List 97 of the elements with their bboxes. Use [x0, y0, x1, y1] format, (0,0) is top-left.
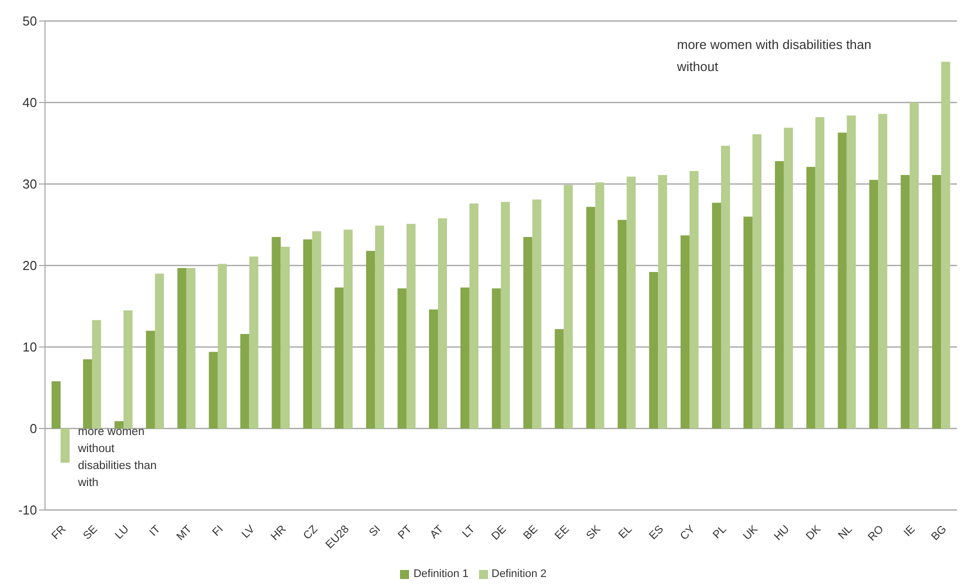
bar	[941, 62, 950, 428]
bar	[690, 170, 699, 428]
x-tick-label: IE	[902, 523, 918, 540]
bar	[932, 175, 942, 428]
x-tick-label: IT	[147, 523, 164, 539]
bar	[460, 288, 470, 428]
x-tick-label: HR	[268, 523, 289, 544]
x-tick-label: PT	[396, 523, 415, 542]
x-tick-label: FI	[210, 523, 226, 539]
x-tick-label: SI	[367, 523, 383, 540]
bar	[838, 132, 847, 428]
bar	[406, 224, 416, 428]
bar	[280, 246, 290, 428]
bar	[124, 310, 132, 428]
bar	[910, 102, 919, 428]
bar	[492, 288, 501, 428]
bar	[249, 256, 258, 428]
bar	[146, 330, 155, 428]
x-tick-label: UK	[741, 522, 761, 543]
bar	[815, 117, 824, 428]
x-tick-label: MT	[174, 523, 194, 544]
x-tick-label: PL	[710, 523, 729, 542]
bar	[208, 352, 218, 428]
bar	[312, 231, 322, 428]
bar	[240, 334, 250, 428]
x-tick-label: ES	[647, 523, 666, 542]
bar	[806, 166, 816, 428]
bar	[564, 184, 573, 428]
bar	[774, 161, 784, 428]
bar	[595, 182, 604, 428]
bar	[554, 329, 564, 428]
bar	[500, 202, 510, 428]
bar	[344, 230, 353, 428]
y-tick-label: 40	[22, 95, 37, 110]
bar	[398, 288, 407, 428]
x-tick-label: AT	[428, 523, 446, 542]
x-tick-label: SE	[81, 523, 100, 542]
bar	[114, 421, 124, 428]
x-tick-label: HU	[772, 523, 792, 544]
x-tick-label: DE	[489, 523, 509, 543]
x-tick-label: FR	[50, 523, 69, 542]
bar	[752, 134, 762, 428]
y-tick-label: 20	[22, 258, 37, 274]
y-tick-label: 0	[30, 421, 37, 436]
x-tick-label: LT	[460, 523, 478, 540]
x-tick-label: EL	[616, 523, 635, 542]
x-tick-label: SK	[584, 522, 604, 542]
bar	[712, 202, 722, 428]
annotation: more women with disabilities than without	[677, 36, 872, 76]
bar	[626, 176, 636, 428]
y-tick-label: 50	[22, 14, 37, 29]
x-tick-label: BE	[521, 523, 540, 542]
x-tick-label: LU	[112, 523, 132, 542]
bar	[375, 226, 384, 428]
bar	[721, 146, 730, 428]
x-tick-label: DK	[804, 522, 824, 543]
bar	[743, 216, 752, 428]
bar	[532, 199, 542, 428]
x-tick-label: BG	[929, 523, 950, 544]
bar	[438, 218, 447, 428]
x-tick-label: CZ	[301, 523, 320, 542]
bar	[218, 264, 227, 428]
x-tick-label: LV	[240, 522, 258, 541]
x-tick-label: RO	[866, 522, 886, 544]
bar	[92, 320, 102, 428]
y-tick-label: 30	[22, 176, 37, 192]
y-tick-label: 10	[22, 340, 37, 355]
bar	[469, 204, 478, 428]
bar	[784, 128, 793, 428]
x-tick-label: NL	[836, 523, 855, 542]
bar	[878, 114, 888, 428]
bar	[186, 268, 196, 428]
x-tick-label: EE	[552, 523, 572, 542]
bar	[83, 359, 92, 428]
bar	[154, 274, 164, 428]
annotation: more women without disabilities than with	[78, 425, 158, 491]
legend-label: Definition 1	[413, 568, 468, 580]
legend-label: Definition 2	[492, 568, 547, 580]
bar	[334, 288, 344, 428]
bar	[658, 175, 668, 428]
bar	[366, 250, 376, 428]
bar	[60, 428, 70, 463]
bar	[680, 235, 690, 428]
bar	[523, 236, 532, 428]
bar	[428, 310, 438, 428]
bar	[272, 236, 281, 428]
bar	[900, 175, 910, 428]
bar	[618, 220, 627, 428]
y-tick-label: -10	[18, 502, 37, 518]
x-tick-label: CY	[678, 522, 698, 543]
bar	[303, 239, 312, 428]
bar	[869, 180, 878, 428]
bar	[177, 268, 186, 428]
bar	[649, 272, 658, 428]
bar	[586, 206, 596, 428]
bar	[846, 116, 856, 428]
bar	[52, 381, 61, 428]
